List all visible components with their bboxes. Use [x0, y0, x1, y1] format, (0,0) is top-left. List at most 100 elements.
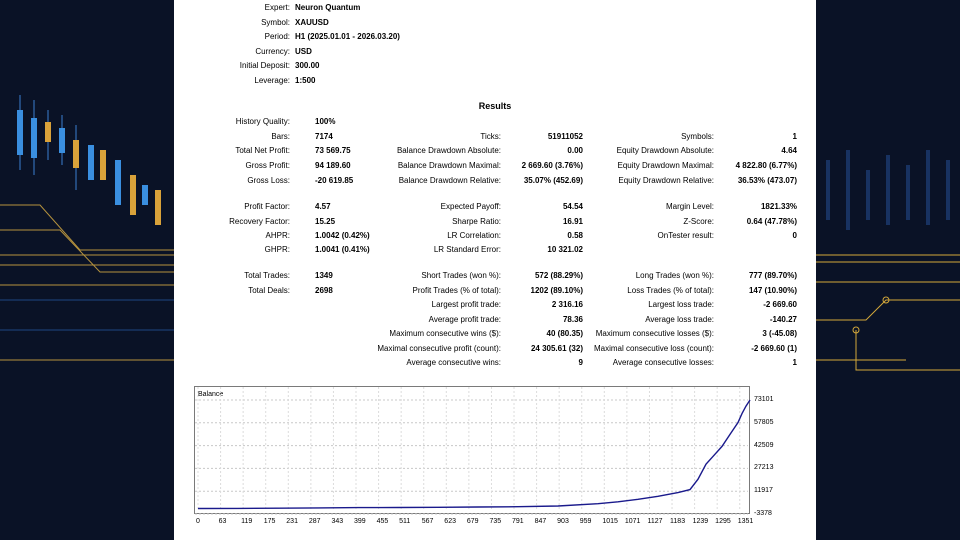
y-tick-label: 73101 — [754, 396, 774, 403]
chart-title: Balance — [198, 391, 223, 398]
col1-label: AHPR: — [265, 231, 290, 240]
col1-label: History Quality: — [235, 117, 290, 126]
col1-value: 15.25 — [315, 217, 336, 226]
col3-value: -2 669.60 (1) — [751, 344, 797, 353]
col2-value: 0.00 — [567, 146, 583, 155]
y-tick-label: 42509 — [754, 441, 774, 449]
col1-label: Bars: — [271, 132, 290, 141]
x-tick-label: 399 — [354, 518, 366, 525]
col3-label: Equity Drawdown Maximal: — [617, 161, 714, 170]
background-left-panel — [0, 0, 174, 540]
col3-label: Maximum consecutive losses ($): — [595, 329, 714, 338]
header-label: Period: — [264, 32, 290, 41]
col2-value: 40 (80.35) — [546, 329, 583, 338]
col2-label: LR Correlation: — [447, 231, 501, 240]
col1-value: 73 569.75 — [315, 146, 351, 155]
col3-value: -140.27 — [769, 315, 797, 324]
col3-value: 1821.33% — [760, 202, 797, 211]
col3-label: Long Trades (won %): — [635, 271, 714, 280]
col1-label: Total Deals: — [248, 286, 290, 295]
col3-value: 4 822.80 (6.77%) — [735, 161, 797, 170]
balance-line — [197, 399, 751, 510]
col2-label: Balance Drawdown Absolute: — [396, 146, 501, 155]
col2-value: 2 316.16 — [551, 300, 583, 309]
col3-value: 1 — [792, 358, 797, 367]
col2-value: 2 669.60 (3.76%) — [521, 161, 583, 170]
y-tick-label: -3378 — [754, 510, 772, 517]
x-tick-label: 119 — [241, 518, 253, 525]
col3-label: Average loss trade: — [645, 315, 714, 324]
x-tick-label: 1351 — [737, 518, 754, 525]
background-right-panel — [816, 0, 960, 540]
col3-label: Z-Score: — [683, 217, 714, 226]
results-title: Results — [478, 101, 512, 111]
col2-value: 35.07% (452.69) — [523, 176, 583, 185]
col2-value: 572 (88.29%) — [534, 271, 583, 280]
col3-label: Loss Trades (% of total): — [627, 286, 714, 295]
x-tick-label: 1183 — [670, 518, 686, 525]
col2-label: LR Standard Error: — [433, 245, 501, 254]
col3-label: Equity Drawdown Absolute: — [616, 146, 714, 155]
header-value: H1 (2025.01.01 - 2026.03.20) — [295, 32, 400, 41]
col1-label: GHPR: — [264, 245, 290, 254]
col1-value: 1.0042 (0.42%) — [315, 231, 370, 240]
col1-label: Gross Loss: — [247, 176, 290, 185]
col1-label: Recovery Factor: — [229, 217, 290, 226]
x-tick-label: 1239 — [692, 518, 709, 525]
col2-value: 78.36 — [562, 315, 583, 324]
x-tick-label: 847 — [534, 518, 547, 525]
col3-value: 36.53% (473.07) — [737, 176, 797, 185]
x-tick-label: 1295 — [715, 518, 731, 525]
col1-value: 100% — [315, 117, 336, 126]
header-value: Neuron Quantum — [295, 3, 361, 12]
x-tick-label: 623 — [444, 518, 456, 525]
col2-value: 51911052 — [547, 132, 583, 141]
col3-value: 147 (10.90%) — [748, 286, 797, 295]
col2-value: 54.54 — [562, 202, 583, 211]
x-tick-label: 1015 — [602, 518, 618, 525]
y-tick-label: 11917 — [754, 487, 773, 495]
header-value: 1:500 — [295, 75, 316, 85]
col3-value: 0.64 (47.78%) — [746, 217, 797, 226]
col2-label: Largest profit trade: — [431, 300, 501, 309]
x-tick-label: 567 — [421, 518, 434, 525]
header-value: USD — [295, 46, 312, 56]
balance-chart: Balance — [195, 387, 751, 515]
col3-value: 3 (-45.08) — [762, 329, 797, 338]
x-tick-label: 175 — [263, 518, 276, 525]
col3-label: Symbols: — [681, 132, 714, 141]
col1-value: -20 619.85 — [315, 176, 354, 185]
col1-value: 94 189.60 — [315, 161, 351, 170]
col3-label: Largest loss trade: — [648, 300, 714, 309]
col1-value: 4.57 — [315, 202, 331, 211]
x-tick-label: 1127 — [647, 518, 663, 525]
x-tick-label: 287 — [308, 518, 321, 525]
col3-label: OnTester result: — [657, 231, 714, 240]
x-tick-label: 903 — [557, 518, 569, 525]
circuit-decoration — [816, 0, 960, 540]
col3-label: Maximal consecutive loss (count): — [593, 344, 714, 353]
x-tick-label: 0 — [196, 518, 200, 525]
col1-value: 2698 — [315, 286, 333, 295]
col3-value: 777 (89.70%) — [748, 271, 797, 280]
col3-value: 0 — [792, 231, 797, 240]
header-label: Currency: — [255, 46, 290, 56]
col2-value: 1202 (89.10%) — [530, 286, 583, 295]
header-label: Leverage: — [254, 75, 290, 85]
col3-label: Margin Level: — [665, 202, 714, 211]
x-tick-label: 1071 — [624, 518, 641, 525]
x-tick-label: 791 — [512, 518, 524, 525]
col2-value: 10 321.02 — [547, 245, 583, 254]
col2-label: Profit Trades (% of total): — [412, 286, 501, 295]
col2-label: Balance Drawdown Relative: — [398, 176, 501, 185]
y-tick-label: 27213 — [754, 464, 774, 472]
x-tick-label: 63 — [218, 518, 227, 525]
col2-label: Maximum consecutive wins ($): — [389, 329, 501, 338]
col3-value: 1 — [792, 132, 797, 141]
header-label: Expert: — [264, 3, 290, 12]
x-tick-label: 343 — [331, 518, 344, 525]
col1-label: Total Net Profit: — [235, 146, 290, 155]
col1-label: Profit Factor: — [244, 202, 290, 211]
col1-value: 1.0041 (0.41%) — [315, 245, 370, 254]
col3-label: Average consecutive losses: — [612, 358, 714, 367]
